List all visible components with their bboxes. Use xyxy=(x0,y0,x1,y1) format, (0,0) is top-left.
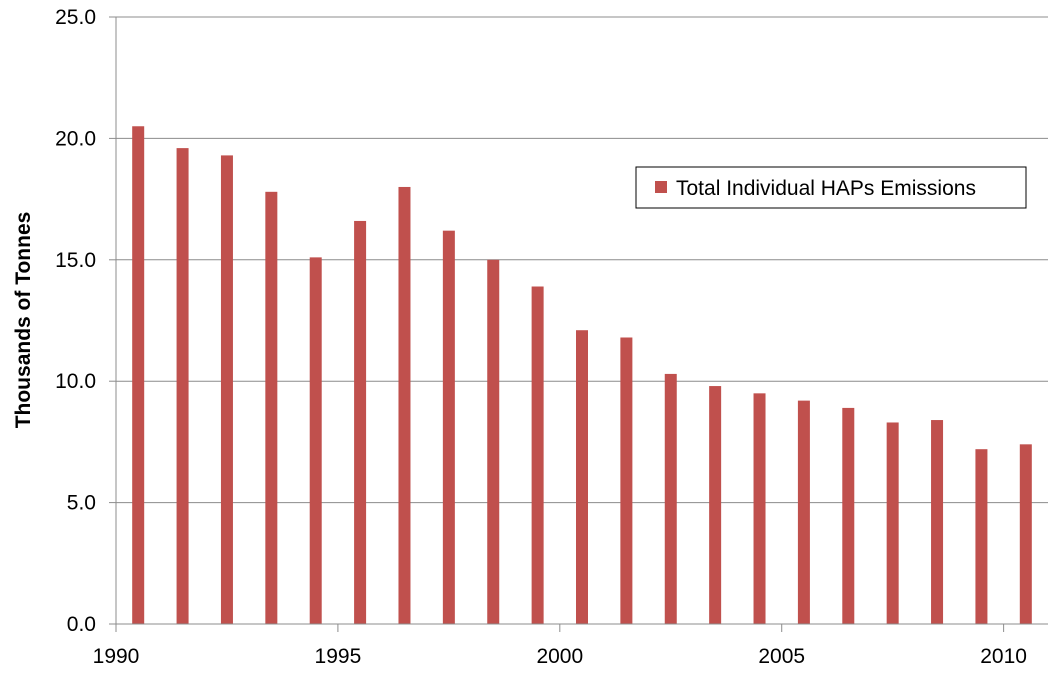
bar xyxy=(220,155,233,624)
bar xyxy=(176,148,189,624)
legend-box xyxy=(635,166,1027,209)
bar xyxy=(931,420,944,624)
bar xyxy=(842,407,855,624)
bar xyxy=(797,400,810,624)
bars xyxy=(132,126,1032,625)
bar xyxy=(620,337,633,624)
bar xyxy=(664,373,677,624)
bar xyxy=(398,186,411,624)
y-axis-title: Thousands of Tonnes xyxy=(12,212,35,429)
x-tick-label: 1990 xyxy=(93,645,140,668)
bar xyxy=(442,230,455,624)
y-tick-label: 15.0 xyxy=(55,249,96,272)
x-tick-label: 2000 xyxy=(536,645,583,668)
y-tick-label: 5.0 xyxy=(67,492,96,515)
bar xyxy=(265,191,278,625)
bar xyxy=(487,259,500,624)
y-tick-label: 10.0 xyxy=(55,370,96,393)
bar xyxy=(132,126,145,624)
bar xyxy=(576,330,588,624)
bar xyxy=(354,220,367,624)
x-tick-label: 2005 xyxy=(758,645,805,668)
legend-label: Total Individual HAPs Emissions xyxy=(676,177,976,200)
bar xyxy=(886,422,899,624)
x-tick-labels: 1990 1995 2000 2005 2010 xyxy=(93,624,1027,668)
legend: Total Individual HAPs Emissions xyxy=(635,166,1027,209)
axes xyxy=(115,17,1048,625)
legend-swatch xyxy=(655,181,667,193)
bar xyxy=(753,393,766,624)
bar xyxy=(975,449,988,624)
x-tick-label: 1995 xyxy=(315,645,362,668)
y-tick-labels: 0.0 5.0 10.0 15.0 20.0 25.0 xyxy=(55,6,96,636)
y-tick-label: 20.0 xyxy=(55,127,96,150)
x-tick-label: 2010 xyxy=(980,645,1027,668)
bar xyxy=(309,257,322,624)
bar xyxy=(531,286,544,624)
bar xyxy=(709,386,722,624)
y-tick-label: 0.0 xyxy=(67,613,96,636)
y-tick-label: 25.0 xyxy=(55,6,96,29)
bar xyxy=(1019,444,1032,624)
